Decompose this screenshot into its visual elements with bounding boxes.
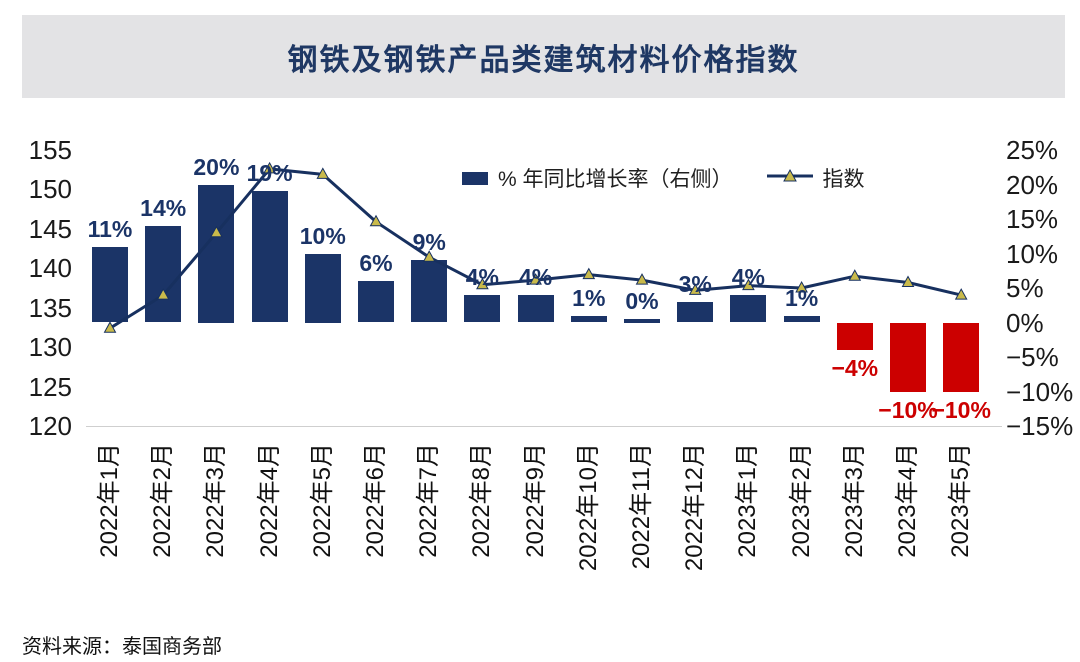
bar: [836, 322, 873, 351]
bar-label: 1%: [784, 284, 819, 311]
bar: [464, 294, 501, 323]
bar-label: 11%: [87, 215, 133, 242]
bar: [730, 294, 767, 323]
legend: % 年同比增长率（右侧） 指数: [462, 163, 865, 193]
bar: [517, 294, 554, 323]
left-axis-tick: 155: [28, 135, 72, 165]
bar-label: 1%: [572, 284, 606, 311]
bar: [624, 318, 660, 323]
bar: [943, 322, 980, 392]
bar: [677, 301, 714, 323]
bar-label: 4%: [731, 263, 766, 290]
source-note: 资料来源：泰国商务部: [22, 636, 222, 658]
left-axis-tick: 125: [28, 371, 72, 402]
bar: [890, 322, 926, 392]
bar-label: −10%: [878, 396, 938, 423]
bar: [251, 191, 288, 323]
right-axis-tick: 10%: [1006, 238, 1059, 269]
right-axis-tick: 25%: [1006, 135, 1059, 165]
left-axis-tick: 140: [28, 253, 72, 284]
bar: [198, 184, 235, 323]
bar-label: 9%: [412, 229, 446, 256]
bar: [145, 225, 182, 323]
bar-label: 0%: [625, 287, 659, 314]
line-series-label: 指数: [822, 168, 865, 191]
x-axis-line: [86, 426, 1002, 427]
bar: [411, 260, 448, 323]
right-axis-tick: 15%: [1006, 204, 1059, 234]
right-axis-tick: 5%: [1006, 273, 1044, 303]
line-series-marker-icon: [766, 168, 813, 189]
bar: [358, 281, 394, 323]
bar-label: 4%: [518, 263, 553, 290]
bar: [304, 253, 341, 323]
bar-label: 10%: [299, 222, 346, 249]
bar: [570, 315, 607, 323]
right-axis-tick: 0%: [1006, 307, 1044, 338]
right-axis-tick: −10%: [1006, 376, 1074, 407]
bar-series-swatch-icon: [462, 171, 488, 185]
bar-label: 19%: [246, 160, 293, 187]
bar-label: −10%: [931, 396, 991, 423]
bar-label: 20%: [193, 153, 240, 180]
right-axis-tick: −5%: [1006, 342, 1059, 372]
right-axis-tick: −15%: [1006, 411, 1074, 441]
left-axis-tick: 120: [28, 411, 72, 441]
bar-label: 4%: [465, 263, 500, 290]
chart-title: 钢铁及钢铁产品类建筑材料价格指数: [287, 43, 800, 77]
left-axis-tick: 135: [28, 292, 72, 323]
left-axis-tick: 130: [28, 332, 72, 363]
bar-label: 3%: [678, 270, 712, 297]
bar-label: 6%: [359, 250, 393, 277]
bar: [92, 246, 128, 323]
bar-series-label: % 年同比增长率（右侧）: [498, 168, 733, 191]
bar-label: 14%: [140, 194, 187, 221]
chart-title-band: 钢铁及钢铁产品类建筑材料价格指数: [22, 15, 1065, 98]
bar-label: −4%: [831, 355, 879, 382]
left-axis-tick: 145: [28, 213, 72, 244]
left-axis-tick: 150: [28, 174, 72, 205]
right-axis-tick: 20%: [1006, 169, 1059, 200]
bar: [783, 315, 820, 323]
